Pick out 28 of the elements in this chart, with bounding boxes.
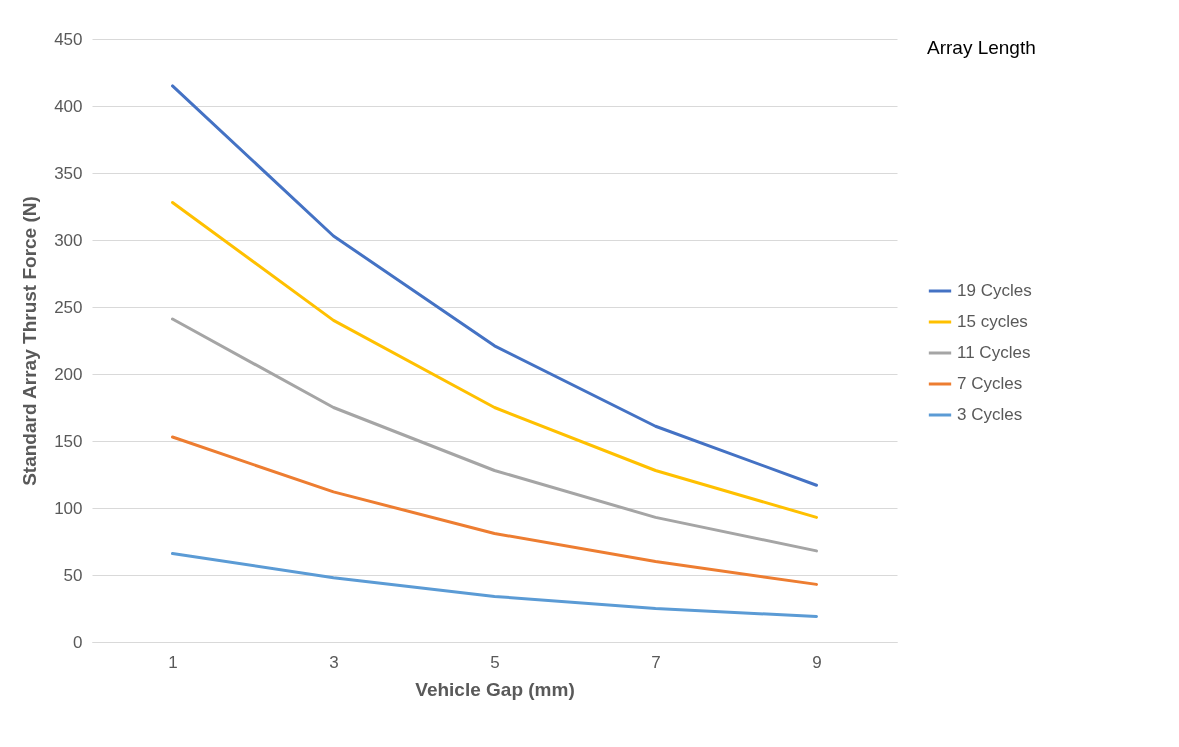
line-series bbox=[171, 435, 818, 586]
x-tick-label: 1 bbox=[168, 652, 178, 672]
legend-label: 19 Cycles bbox=[957, 281, 1032, 300]
x-axis-title: Vehicle Gap (mm) bbox=[415, 678, 575, 700]
y-tick-label: 100 bbox=[54, 498, 83, 518]
y-axis-title: Standard Array Thrust Force (N) bbox=[19, 196, 41, 486]
x-tick-label: 3 bbox=[329, 652, 339, 672]
legend-label: 3 Cycles bbox=[957, 405, 1023, 424]
x-tick-label: 9 bbox=[812, 652, 822, 672]
y-tick-label: 150 bbox=[54, 431, 83, 451]
y-tick-label: 250 bbox=[54, 297, 83, 317]
y-tick-label: 50 bbox=[63, 565, 83, 585]
legend-label: 15 cycles bbox=[957, 312, 1028, 331]
legend-label: 7 Cycles bbox=[957, 374, 1023, 393]
line-series bbox=[171, 317, 818, 553]
y-tick-label: 450 bbox=[54, 29, 83, 49]
y-tick-label: 350 bbox=[54, 163, 83, 183]
x-tick-label: 7 bbox=[651, 652, 661, 672]
y-tick-label: 200 bbox=[54, 364, 83, 384]
legend-title: Array Length bbox=[927, 37, 1036, 58]
line-series bbox=[171, 84, 818, 487]
legend-label: 11 Cycles bbox=[957, 343, 1031, 362]
y-tick-label: 300 bbox=[54, 230, 83, 250]
line-series bbox=[171, 200, 818, 519]
y-tick-label: 400 bbox=[54, 96, 83, 116]
x-tick-label: 5 bbox=[490, 652, 500, 672]
y-tick-label: 0 bbox=[73, 632, 83, 652]
line-series bbox=[171, 552, 818, 619]
